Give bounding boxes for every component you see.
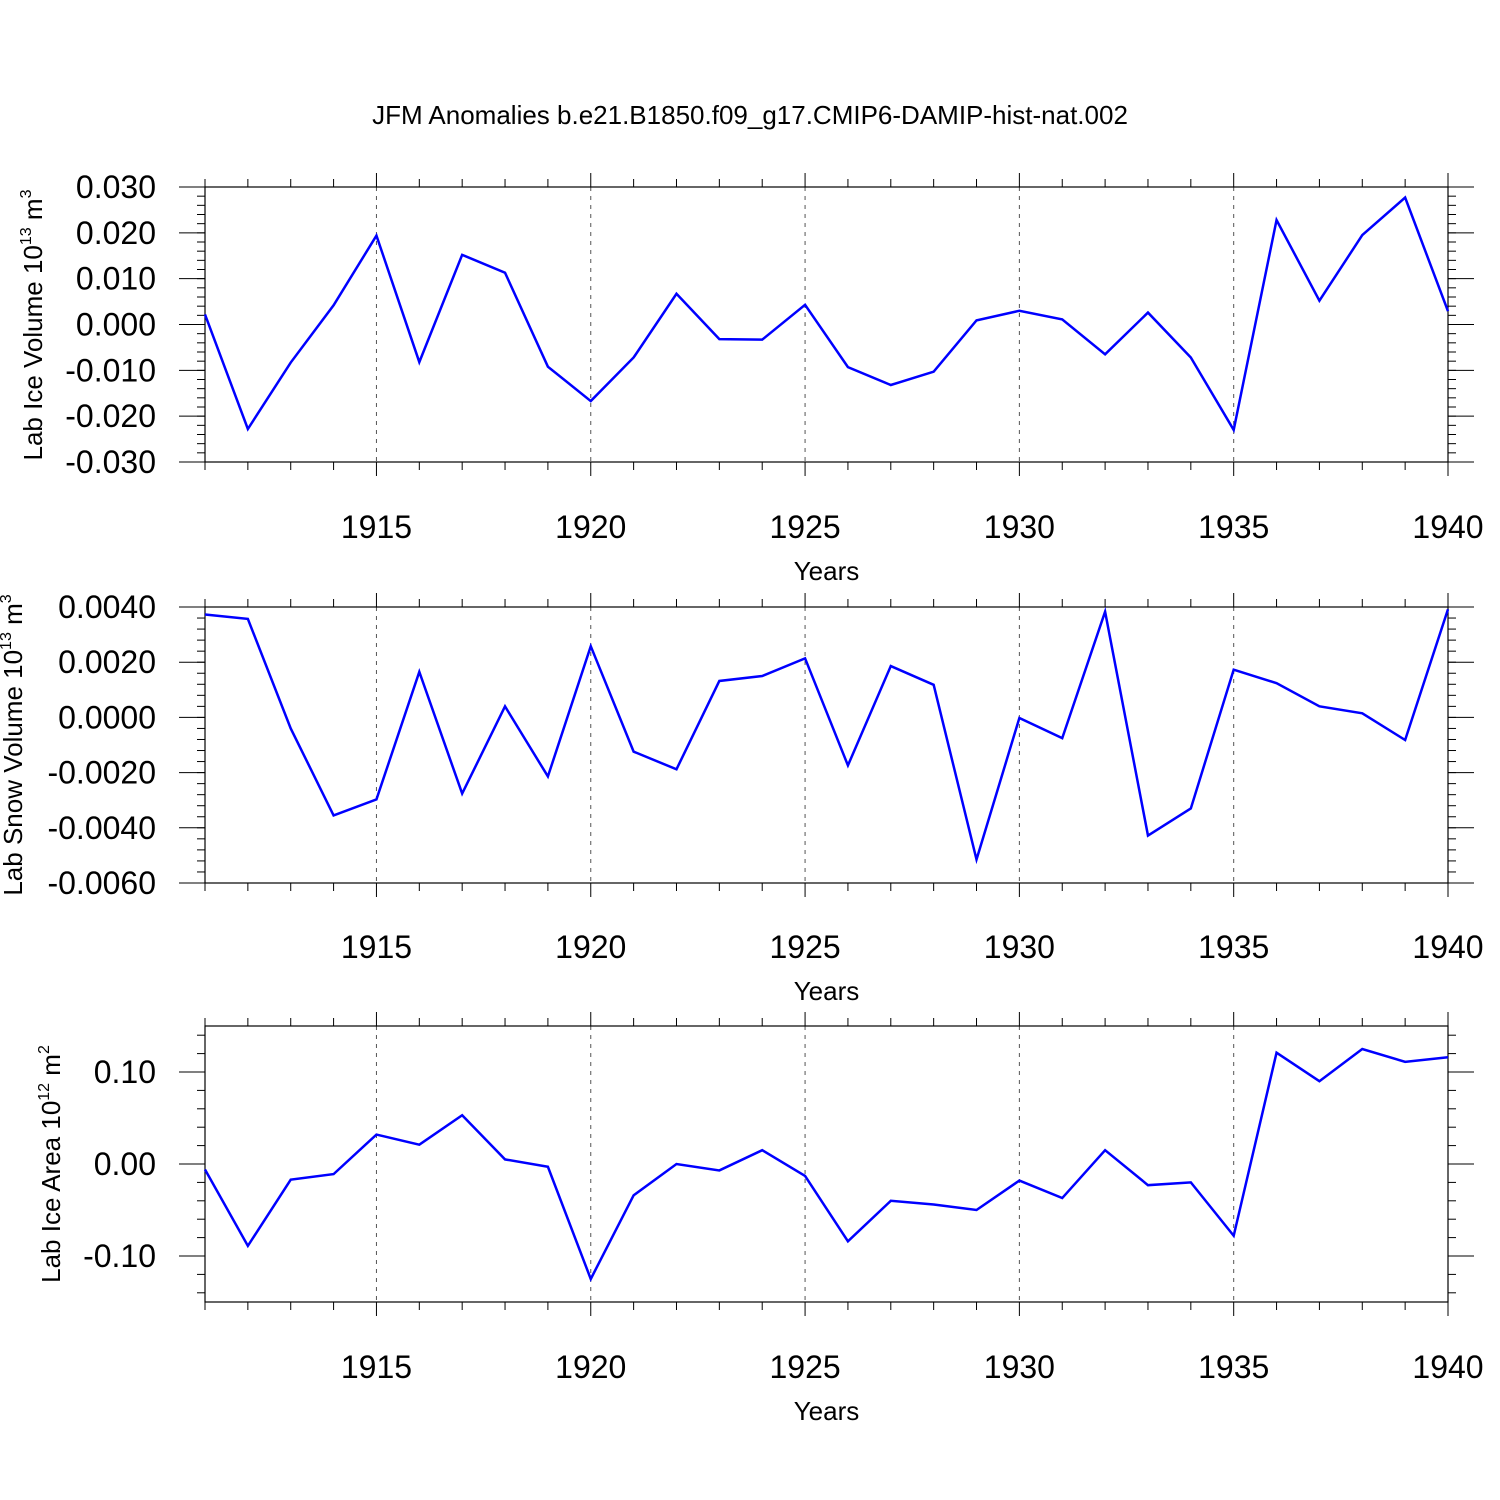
y-axis-label-exponent: 13 — [0, 632, 15, 650]
plot-frame — [204, 1025, 1449, 1303]
x-tick-label: 1935 — [1198, 1349, 1269, 1385]
x-tick-label: 1940 — [1412, 509, 1483, 545]
y-tick-label: 0.010 — [76, 261, 156, 297]
y-axis-label-main: Lab Ice Area 10 — [36, 1101, 66, 1283]
y-tick-label: -0.020 — [65, 398, 156, 434]
y-axis-label-unit: m — [18, 198, 48, 227]
y-axis-label-unit: m — [0, 603, 28, 632]
x-tick-label: 1920 — [555, 1349, 626, 1385]
x-axis-label: Years — [794, 976, 860, 1006]
series-line — [203, 1047, 1449, 1283]
y-tick-label: -0.0060 — [47, 865, 156, 901]
y-axis-label-unit-exponent: 2 — [36, 1045, 53, 1054]
chart-panel-1: 0.030 0.020 0.010 0.000 -0.010 -0.020 -0.030 19… — [18, 169, 1484, 586]
chart-panel-3: 0.10 0.00 -0.10 1915 1920 1925 1930 1935 1940 Yea… — [36, 1012, 1484, 1426]
y-tick-label: 0.00 — [94, 1146, 156, 1182]
y-axis-label-unit-exponent: 3 — [0, 594, 15, 603]
y-tick-label: -0.010 — [65, 352, 156, 388]
y-tick-label: 0.030 — [76, 169, 156, 205]
y-axis-label-unit-exponent: 3 — [18, 189, 35, 198]
y-axis-label: Lab Ice Area 1012 m2 — [36, 1045, 66, 1283]
x-tick-label: 1915 — [341, 509, 412, 545]
y-tick-label: 0.000 — [76, 307, 156, 343]
x-tick-label: 1930 — [984, 1349, 1055, 1385]
x-tick-label: 1920 — [555, 509, 626, 545]
plot-frame — [204, 186, 1449, 463]
y-tick-label: -0.0040 — [47, 810, 156, 846]
x-tick-label: 1925 — [769, 509, 840, 545]
y-tick-label: -0.10 — [83, 1238, 156, 1274]
y-tick-label: 0.0040 — [58, 589, 156, 625]
y-axis-label: Lab Ice Volume 1013 m3 — [18, 189, 48, 460]
x-tick-label: 1940 — [1412, 1349, 1483, 1385]
series-line — [203, 195, 1450, 434]
y-tick-label: 0.020 — [76, 215, 156, 251]
x-tick-label: 1930 — [984, 929, 1055, 965]
y-tick-label: 0.10 — [94, 1054, 156, 1090]
x-tick-label: 1915 — [341, 1349, 412, 1385]
y-tick-label: 0.0020 — [58, 644, 156, 680]
x-tick-label: 1930 — [984, 509, 1055, 545]
y-axis-label-unit: m — [36, 1054, 66, 1083]
x-tick-label: 1935 — [1198, 929, 1269, 965]
x-axis-label: Years — [794, 1396, 860, 1426]
x-tick-label: 1920 — [555, 929, 626, 965]
series-line — [204, 606, 1450, 865]
y-axis-label-main: Lab Snow Volume 10 — [0, 650, 28, 896]
figure-title: JFM Anomalies b.e21.B1850.f09_g17.CMIP6-… — [372, 100, 1128, 130]
y-axis-label-exponent: 13 — [18, 227, 35, 245]
x-tick-label: 1935 — [1198, 509, 1269, 545]
y-axis-label: Lab Snow Volume 1013 m3 — [0, 594, 28, 895]
x-tick-label: 1925 — [769, 1349, 840, 1385]
y-tick-label: -0.0020 — [47, 755, 156, 791]
x-tick-label: 1925 — [769, 929, 840, 965]
y-axis-label-main: Lab Ice Volume 10 — [18, 245, 48, 460]
x-axis-label: Years — [794, 556, 860, 586]
y-tick-label: -0.030 — [65, 444, 156, 480]
y-tick-label: 0.0000 — [58, 699, 156, 735]
x-tick-label: 1915 — [341, 929, 412, 965]
x-tick-label: 1940 — [1412, 929, 1483, 965]
plot-frame — [204, 606, 1449, 884]
y-axis-label-exponent: 12 — [36, 1083, 53, 1101]
chart-panel-2: 0.0040 0.0020 0.0000 -0.0020 -0.0040 -0.0060 1… — [0, 589, 1484, 1006]
chart-panels: 0.030 0.020 0.010 0.000 -0.010 -0.020 -0.030 19… — [0, 169, 1484, 1426]
